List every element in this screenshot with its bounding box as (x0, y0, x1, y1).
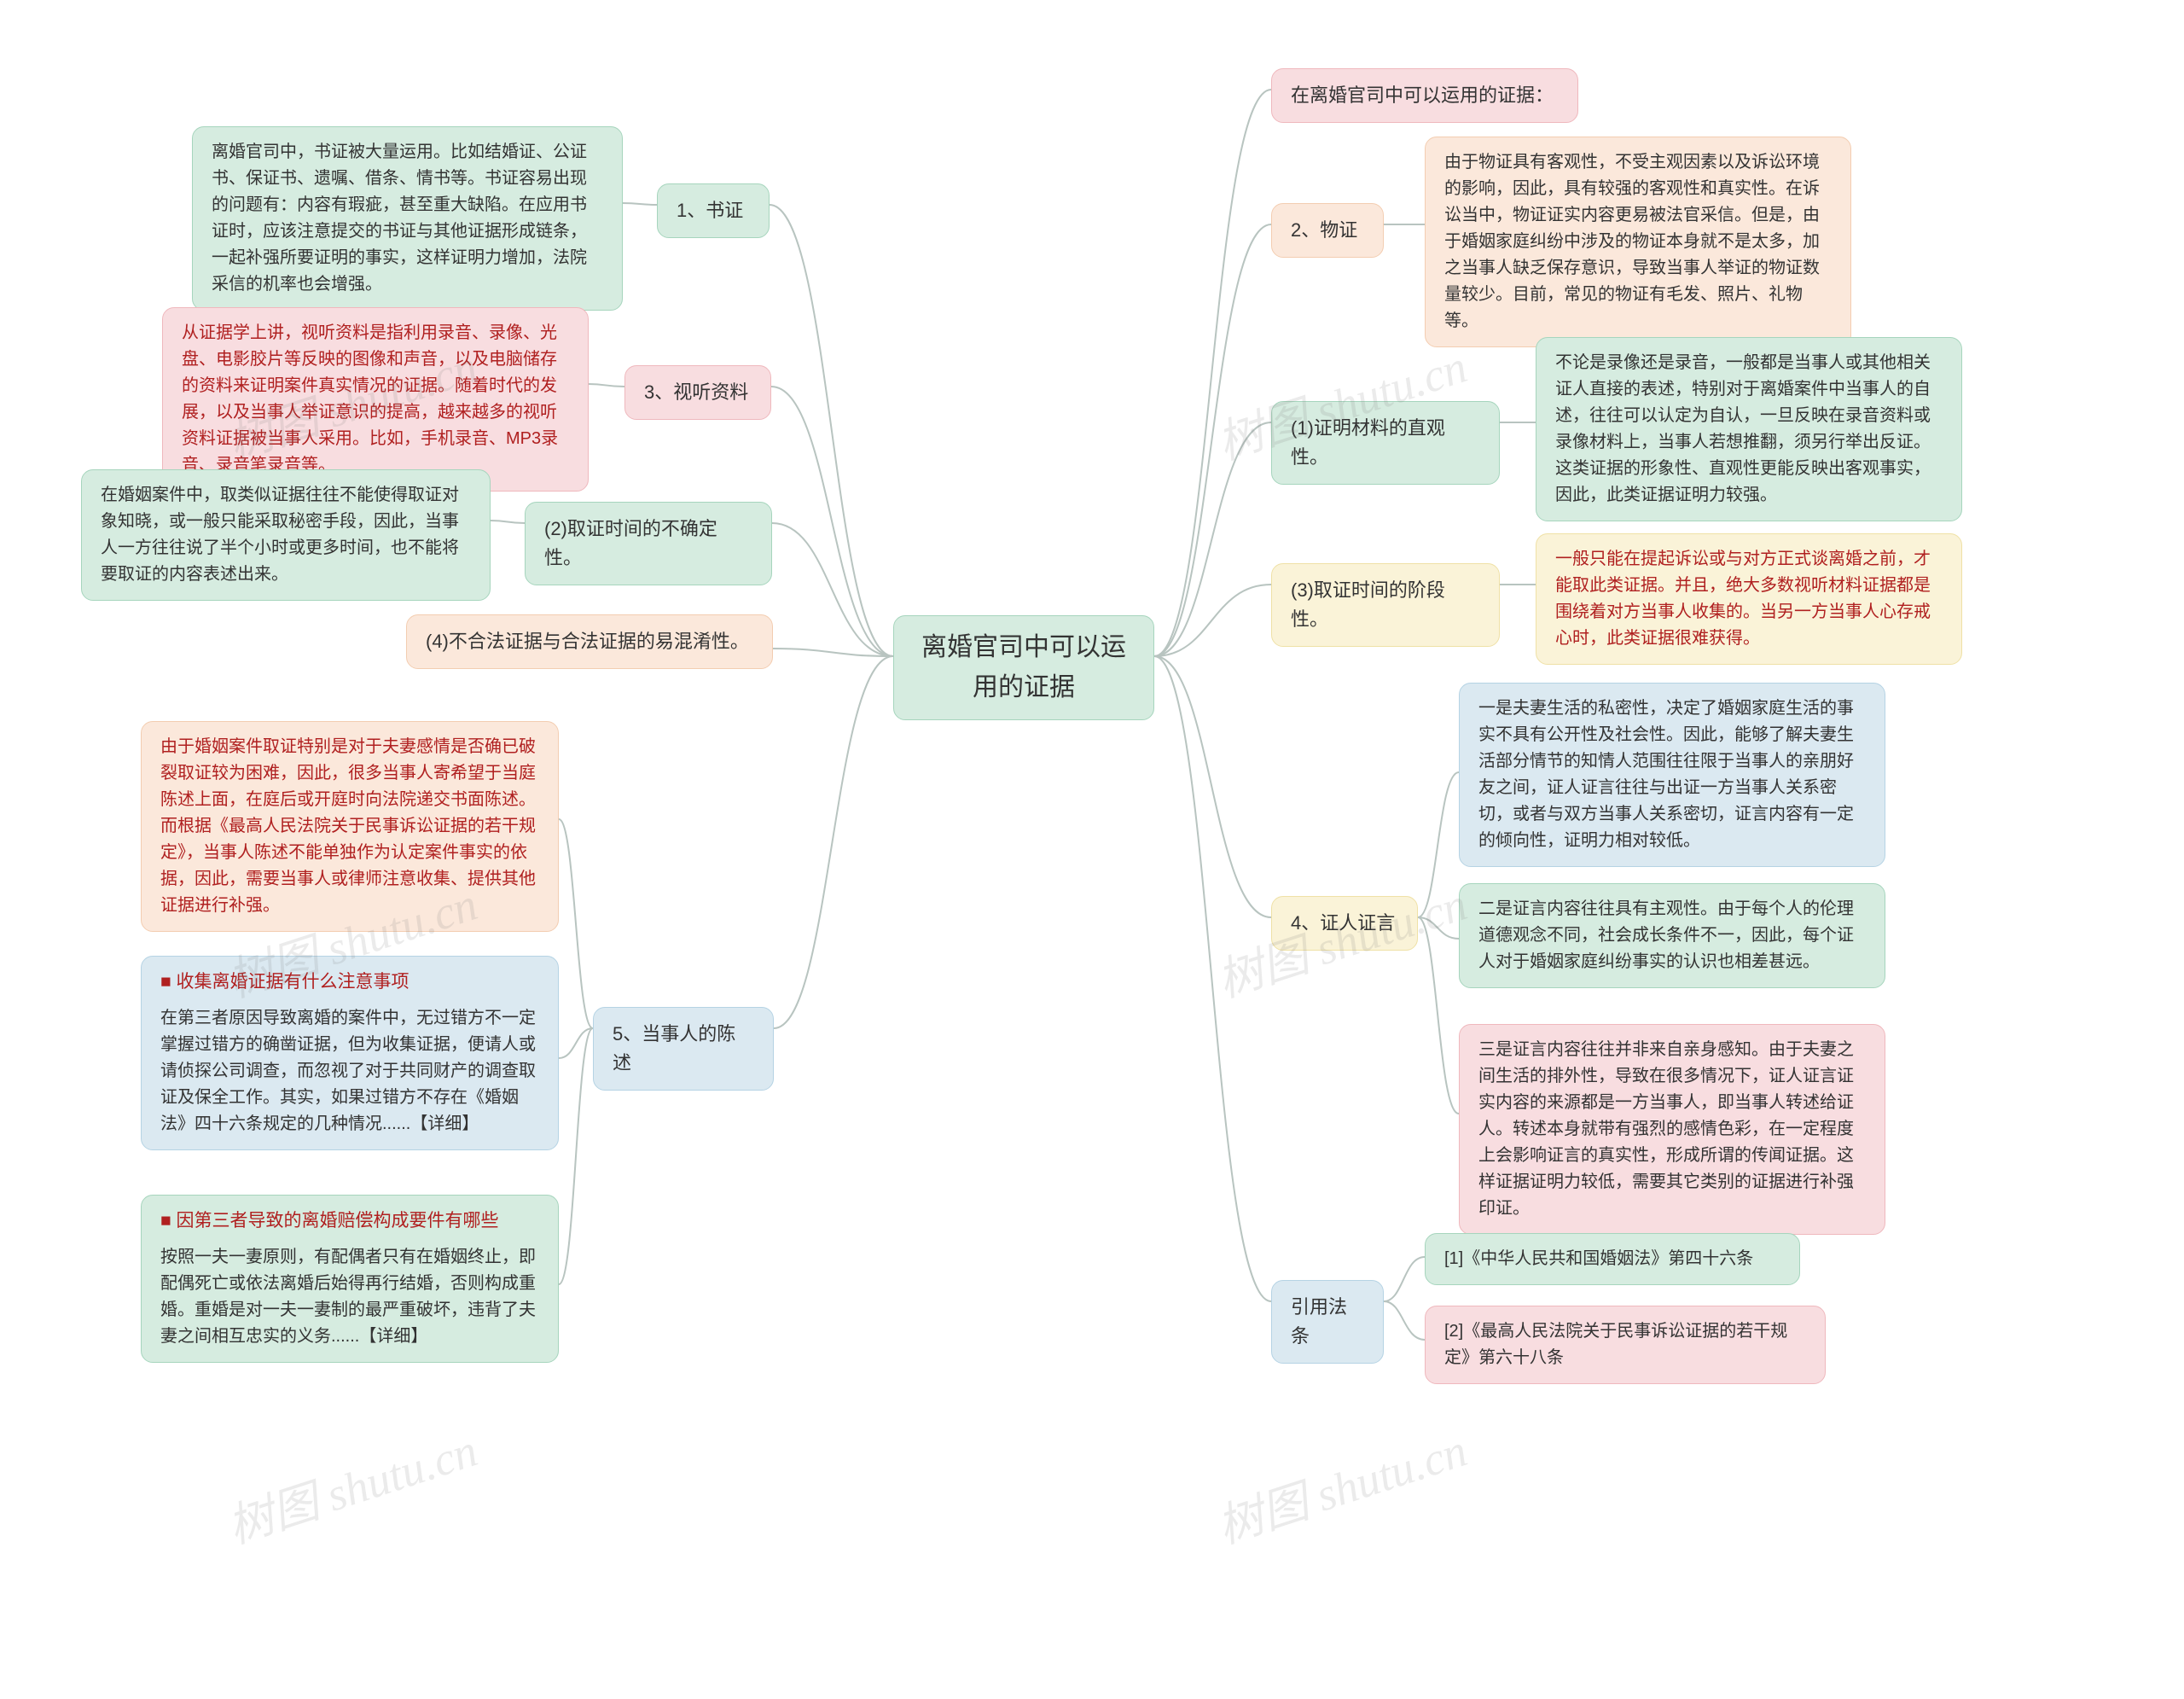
connector (559, 1028, 593, 1058)
branch-right-4: 4、证人证言 (1271, 896, 1418, 951)
leaf-right-5-1: [2]《最高人民法院关于民事诉讼证据的若干规定》第六十八条 (1425, 1306, 1826, 1384)
node-text: 一是夫妻生活的私密性，决定了婚姻家庭生活的事实不具有公开性及社会性。因此，能够了… (1478, 699, 1854, 850)
connector (1418, 917, 1459, 1114)
leaf-right-1: 由于物证具有客观性，不受主观因素以及诉讼环境的影响，因此，具有较强的客观性和真实… (1425, 137, 1851, 347)
connector (491, 521, 525, 523)
connector (1154, 90, 1271, 656)
connector (1154, 585, 1271, 656)
leaf-left-4-1: ■ 收集离婚证据有什么注意事项在第三者原因导致离婚的案件中，无过错方不一定掌握过… (141, 956, 559, 1150)
leaf-left-4-0: 由于婚姻案件取证特别是对于夫妻感情是否确已破裂取证较为困难，因此，很多当事人寄希… (141, 721, 559, 932)
connector (1154, 224, 1271, 656)
leaf-right-3: 一般只能在提起诉讼或与对方正式谈离婚之前，才能取此类证据。并且，绝大多数视听材料… (1536, 533, 1962, 665)
connector (559, 819, 593, 1028)
branch-left-3: (4)不合法证据与合法证据的易混淆性。 (406, 614, 773, 669)
connector (772, 523, 893, 656)
branch-left-0: 1、书证 (657, 183, 770, 238)
node-text: 在离婚官司中可以运用的证据： (1291, 84, 1554, 106)
node-text: 引用法条 (1291, 1296, 1347, 1347)
leaf-right-4-0: 一是夫妻生活的私密性，决定了婚姻家庭生活的事实不具有公开性及社会性。因此，能够了… (1459, 683, 1885, 867)
leaf-left-2: 在婚姻案件中，取类似证据往往不能使得取证对象知晓，或一般只能采取秘密手段，因此，… (81, 469, 491, 601)
connector (559, 1028, 593, 1284)
leaf-right-5-0: [1]《中华人民共和国婚姻法》第四十六条 (1425, 1233, 1800, 1285)
node-text: (4)不合法证据与合法证据的易混淆性。 (426, 631, 749, 652)
leaf-right-4-1: 二是证言内容往往具有主观性。由于每个人的伦理道德观念不同，社会成长条件不一，因此… (1459, 883, 1885, 988)
connector (1154, 656, 1271, 1301)
node-text: 按照一夫一妻原则，有配偶者只有在婚姻终止，即配偶死亡或依法离婚后始得再行结婚，否… (160, 1248, 536, 1346)
node-text: 二是证言内容往往具有主观性。由于每个人的伦理道德观念不同，社会成长条件不一，因此… (1478, 899, 1854, 971)
node-text: 由于婚姻案件取证特别是对于夫妻感情是否确已破裂取证较为困难，因此，很多当事人寄希… (160, 737, 536, 915)
node-text: 三是证言内容往往并非来自亲身感知。由于夫妻之间生活的排外性，导致在很多情况下，证… (1478, 1040, 1854, 1218)
leaf-left-4-2: ■ 因第三者导致的离婚赔偿构成要件有哪些按照一夫一妻原则，有配偶者只有在婚姻终止… (141, 1195, 559, 1363)
node-text: 在第三者原因导致离婚的案件中，无过错方不一定掌握过错方的确凿证据，但为收集证据，… (160, 1009, 536, 1133)
branch-right-1: 2、物证 (1271, 203, 1384, 258)
node-text: (2)取证时间的不确定性。 (544, 518, 717, 568)
node-text: (3)取证时间的阶段性。 (1291, 579, 1445, 630)
node-text: 离婚官司中可以运用的证据 (921, 633, 1126, 701)
node-text: 在婚姻案件中，取类似证据往往不能使得取证对象知晓，或一般只能采取秘密手段，因此，… (101, 486, 459, 584)
leaf-left-1: 从证据学上讲，视听资料是指利用录音、录像、光盘、电影胶片等反映的图像和声音，以及… (162, 307, 589, 492)
connector (774, 656, 893, 1028)
connector (1384, 1301, 1425, 1340)
leaf-heading: ■ 因第三者导致的离婚赔偿构成要件有哪些 (160, 1207, 539, 1236)
connector (773, 649, 893, 656)
connector (589, 384, 624, 387)
watermark: 树图 shutu.cn (218, 1412, 485, 1556)
center-node: 离婚官司中可以运用的证据 (893, 615, 1154, 720)
connector (1154, 656, 1271, 917)
connector (1154, 422, 1271, 656)
node-text: [2]《最高人民法院关于民事诉讼证据的若干规定》第六十八条 (1444, 1322, 1787, 1367)
connector (1418, 772, 1459, 917)
branch-right-0: 在离婚官司中可以运用的证据： (1271, 68, 1578, 123)
node-text: 1、书证 (677, 200, 743, 221)
branch-right-3: (3)取证时间的阶段性。 (1271, 563, 1500, 647)
node-text: 2、物证 (1291, 219, 1357, 241)
node-text: 不论是录像还是录音，一般都是当事人或其他相关证人直接的表述，特别对于离婚案件中当… (1555, 353, 1931, 504)
leaf-heading: ■ 收集离婚证据有什么注意事项 (160, 969, 539, 997)
node-text: 3、视听资料 (644, 381, 748, 403)
node-text: 一般只能在提起诉讼或与对方正式谈离婚之前，才能取此类证据。并且，绝大多数视听材料… (1555, 550, 1931, 648)
node-text: 由于物证具有客观性，不受主观因素以及诉讼环境的影响，因此，具有较强的客观性和真实… (1444, 153, 1820, 330)
connector (770, 205, 893, 656)
node-text: 离婚官司中，书证被大量运用。比如结婚证、公证书、保证书、遗嘱、借条、情书等。书证… (212, 143, 587, 294)
branch-right-2: (1)证明材料的直观性。 (1271, 401, 1500, 485)
leaf-right-4-2: 三是证言内容往往并非来自亲身感知。由于夫妻之间生活的排外性，导致在很多情况下，证… (1459, 1024, 1885, 1235)
node-text: 从证据学上讲，视听资料是指利用录音、录像、光盘、电影胶片等反映的图像和声音，以及… (182, 323, 558, 474)
node-text: (1)证明材料的直观性。 (1291, 417, 1445, 468)
leaf-left-0: 离婚官司中，书证被大量运用。比如结婚证、公证书、保证书、遗嘱、借条、情书等。书证… (192, 126, 623, 311)
watermark: 树图 shutu.cn (1207, 1412, 1474, 1556)
branch-left-1: 3、视听资料 (624, 365, 771, 420)
node-text: 5、当事人的陈述 (613, 1023, 735, 1074)
branch-left-2: (2)取证时间的不确定性。 (525, 502, 772, 585)
branch-right-5: 引用法条 (1271, 1280, 1384, 1364)
leaf-right-2: 不论是录像还是录音，一般都是当事人或其他相关证人直接的表述，特别对于离婚案件中当… (1536, 337, 1962, 521)
branch-left-4: 5、当事人的陈述 (593, 1007, 774, 1091)
connector (623, 203, 657, 205)
node-text: [1]《中华人民共和国婚姻法》第四十六条 (1444, 1249, 1753, 1268)
node-text: 4、证人证言 (1291, 912, 1395, 934)
connector (1384, 1257, 1425, 1301)
connector (771, 387, 893, 656)
connector (1418, 917, 1459, 939)
